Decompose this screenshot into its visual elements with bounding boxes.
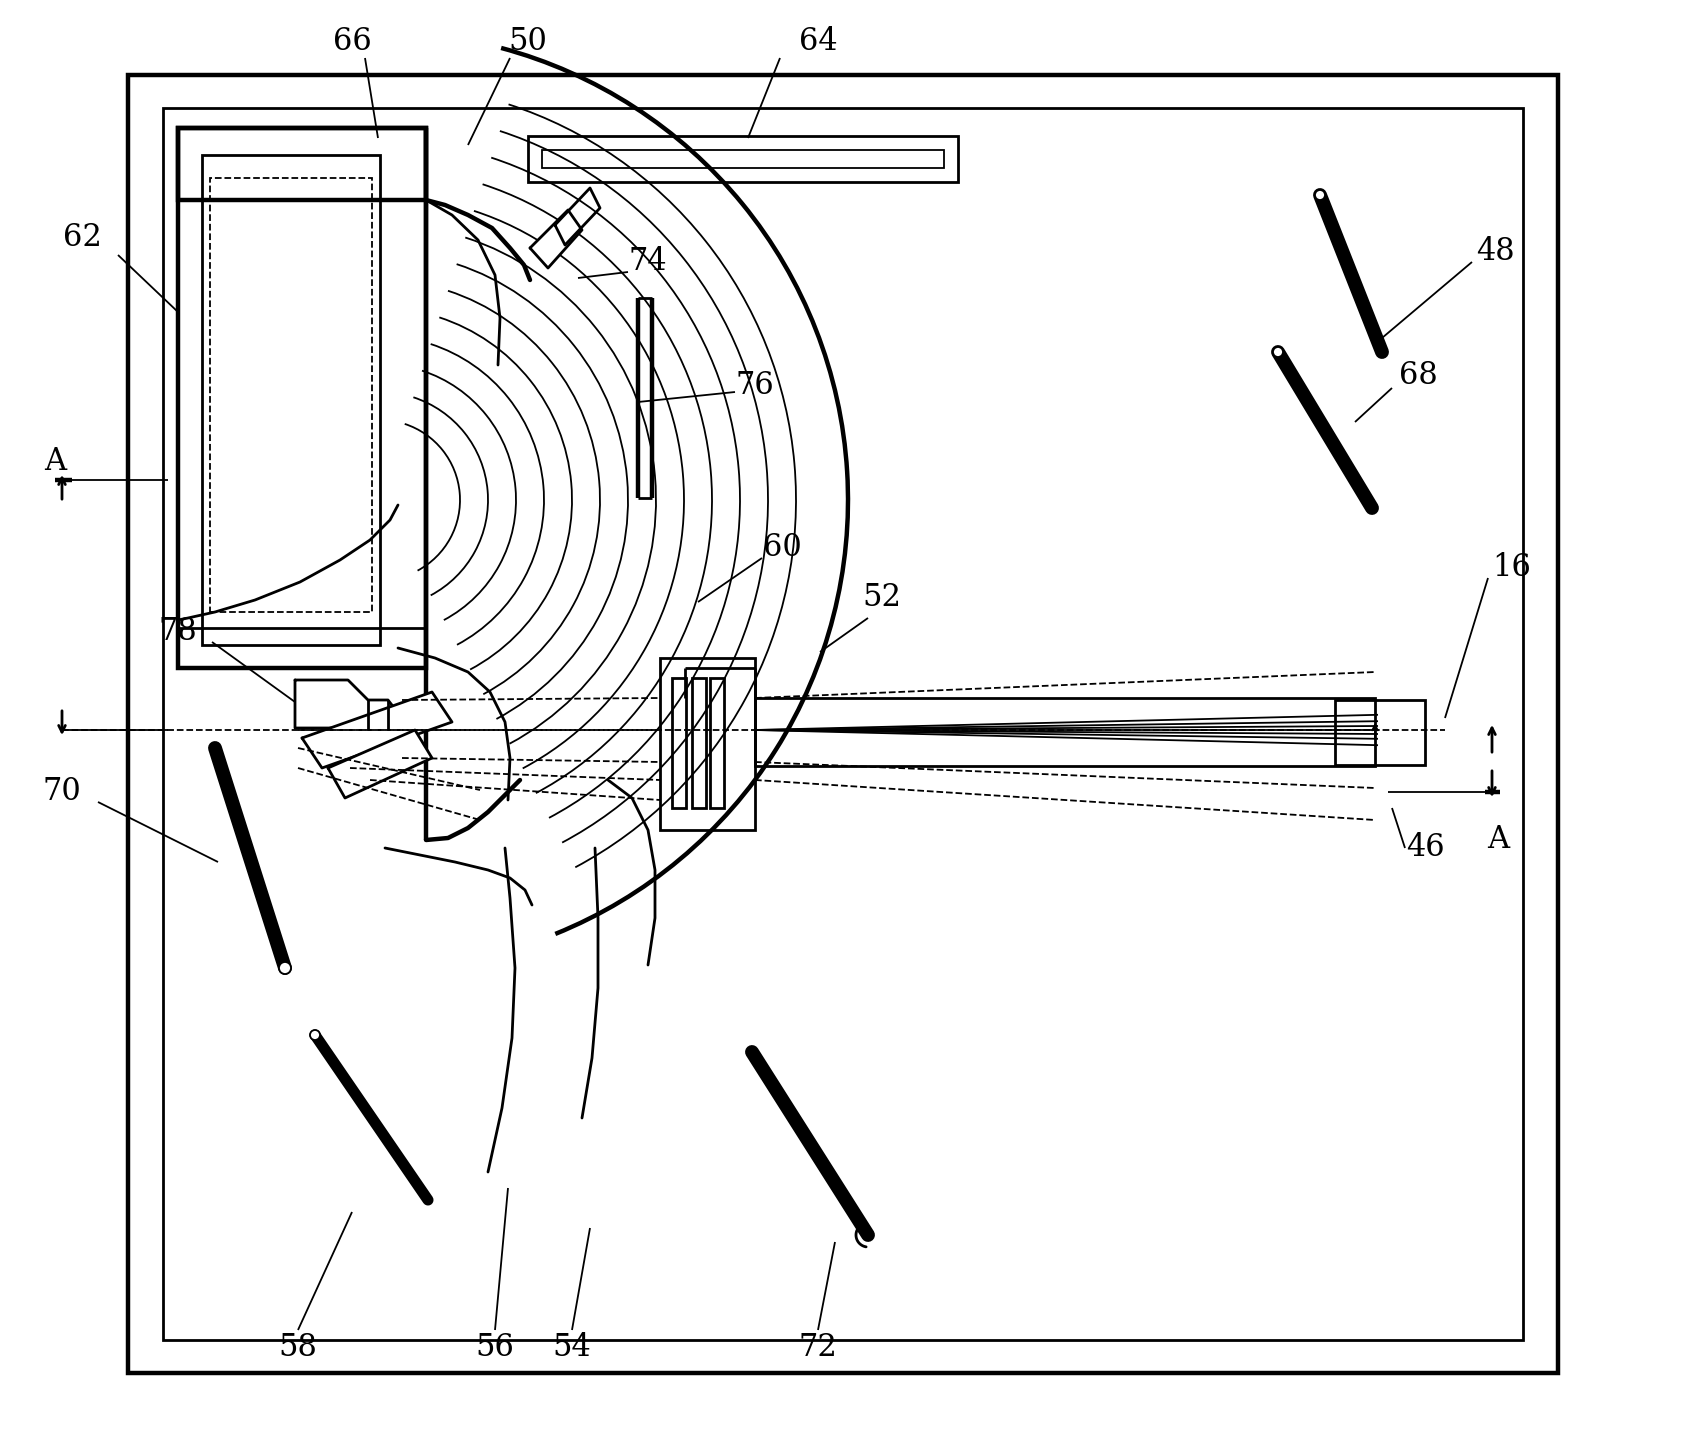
- Polygon shape: [329, 730, 432, 798]
- Circle shape: [1273, 348, 1283, 358]
- Text: 74: 74: [629, 246, 668, 278]
- Text: 48: 48: [1475, 236, 1514, 268]
- Text: 46: 46: [1406, 833, 1445, 863]
- Text: 72: 72: [799, 1332, 838, 1364]
- Text: 54: 54: [553, 1332, 592, 1364]
- Bar: [164, 109, 1522, 1339]
- Text: 58: 58: [278, 1332, 317, 1364]
- Bar: [1335, 699, 1425, 765]
- Circle shape: [310, 1030, 320, 1040]
- Text: A: A: [1487, 824, 1509, 856]
- Bar: [755, 698, 1376, 766]
- Circle shape: [1315, 190, 1325, 200]
- Text: 66: 66: [332, 26, 371, 58]
- Bar: [673, 678, 686, 808]
- Bar: [179, 127, 427, 200]
- Text: 68: 68: [1399, 359, 1438, 391]
- Bar: [179, 127, 427, 668]
- Bar: [202, 155, 379, 644]
- Polygon shape: [295, 681, 401, 767]
- Polygon shape: [302, 692, 452, 767]
- Text: 60: 60: [762, 533, 801, 563]
- Bar: [691, 678, 706, 808]
- Text: 64: 64: [799, 26, 838, 58]
- Bar: [528, 136, 958, 182]
- Text: 62: 62: [62, 223, 101, 253]
- Text: A: A: [44, 446, 66, 478]
- Text: 50: 50: [509, 26, 548, 58]
- Text: 56: 56: [475, 1332, 514, 1364]
- Bar: [710, 678, 723, 808]
- Text: 70: 70: [42, 776, 81, 808]
- Bar: [541, 151, 944, 168]
- Text: 52: 52: [863, 582, 902, 614]
- Circle shape: [278, 961, 292, 975]
- Bar: [659, 657, 755, 830]
- Polygon shape: [529, 210, 582, 268]
- Bar: [211, 178, 373, 613]
- Bar: [128, 75, 1558, 1373]
- Text: 16: 16: [1492, 553, 1531, 584]
- Text: 76: 76: [735, 369, 774, 401]
- Text: 78: 78: [158, 617, 197, 647]
